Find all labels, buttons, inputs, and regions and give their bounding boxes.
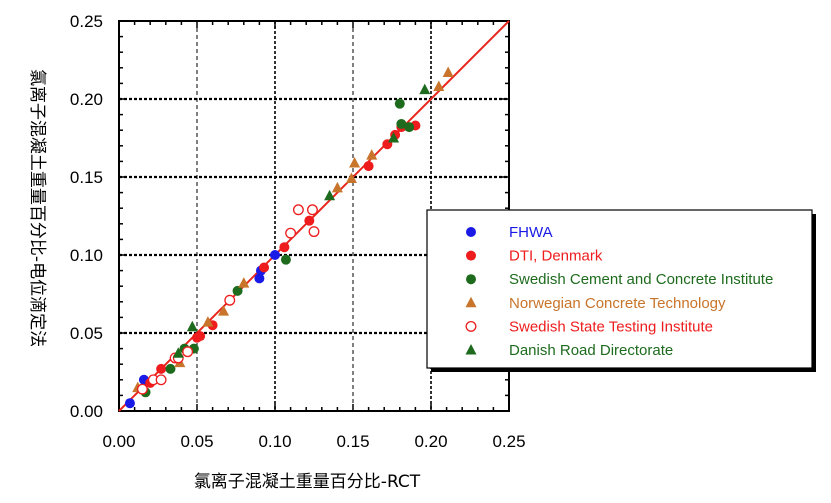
data-point (218, 305, 230, 316)
legend-label: Danish Road Directorate (509, 342, 673, 359)
y-tick-label: 0.00 (70, 402, 103, 421)
data-point (195, 331, 206, 342)
x-tick-label: 0.15 (336, 432, 369, 451)
series-5 (172, 83, 431, 358)
data-point (388, 132, 400, 143)
legend-marker (465, 344, 477, 355)
y-tick-label: 0.25 (70, 12, 103, 31)
data-point (182, 346, 194, 358)
data-point (238, 277, 250, 288)
data-point (136, 383, 148, 395)
legend-label: Norwegian Concrete Technology (509, 295, 726, 312)
legend-marker (466, 227, 476, 237)
data-point (270, 250, 280, 260)
y-tick-label: 0.05 (70, 324, 103, 343)
data-point (254, 273, 265, 284)
legend-marker (465, 296, 477, 308)
data-point (442, 66, 454, 77)
data-point (345, 172, 357, 184)
legend-marker (466, 274, 476, 285)
x-tick-label: 0.05 (180, 432, 213, 451)
data-point (331, 181, 343, 193)
data-point (396, 118, 407, 129)
legend-label: Swedish State Testing Institute (509, 318, 713, 335)
legend: FHWA DTI, Denmark Swedish Cement and Concr… (426, 209, 816, 372)
x-axis-title: 氯离子混凝土重量百分比-RCT (194, 472, 421, 492)
legend-box (426, 209, 813, 369)
y-tick-label: 0.10 (70, 246, 103, 265)
data-point (202, 316, 214, 327)
data-point (349, 156, 361, 168)
data-point (306, 204, 318, 216)
data-point (324, 189, 336, 201)
data-point (224, 294, 236, 306)
data-point (280, 254, 291, 265)
data-point (156, 363, 167, 374)
data-point (394, 98, 405, 109)
data-point (366, 149, 378, 160)
y-tick-label: 0.20 (70, 90, 103, 109)
data-point (124, 398, 135, 409)
legend-marker (465, 320, 477, 332)
data-point (172, 347, 184, 358)
x-tick-label: 0.25 (492, 432, 525, 451)
data-point (404, 122, 415, 133)
data-point (186, 320, 198, 332)
data-point (259, 262, 270, 273)
series-2 (140, 98, 415, 398)
y-axis-title: 氯离子混凝土重量百分比-电位滴定法 (27, 69, 47, 347)
data-point (433, 80, 445, 92)
y-tick-label: 0.15 (70, 168, 103, 187)
data-point (304, 215, 315, 226)
legend-label: FHWA (509, 224, 553, 241)
x-tick-label: 0.00 (102, 432, 135, 451)
legend-label: DTI, Denmark (509, 248, 603, 265)
data-point (363, 161, 374, 172)
x-axis-tick-labels: 0.00 0.05 0.10 0.15 0.20 0.25 (102, 432, 525, 451)
data-point (279, 242, 290, 253)
data-point (285, 227, 297, 239)
data-point (308, 226, 320, 238)
legend-marker (466, 250, 476, 261)
data-point (165, 363, 176, 374)
data-point (419, 83, 431, 95)
data-point (155, 374, 167, 386)
x-tick-label: 0.10 (258, 432, 291, 451)
y-axis-tick-labels: 0.00 0.05 0.10 0.15 0.20 0.25 (70, 12, 103, 421)
legend-label: Swedish Cement and Concrete Institute (509, 271, 773, 288)
data-point (292, 204, 304, 216)
x-tick-label: 0.20 (414, 432, 447, 451)
data-point (232, 285, 243, 296)
